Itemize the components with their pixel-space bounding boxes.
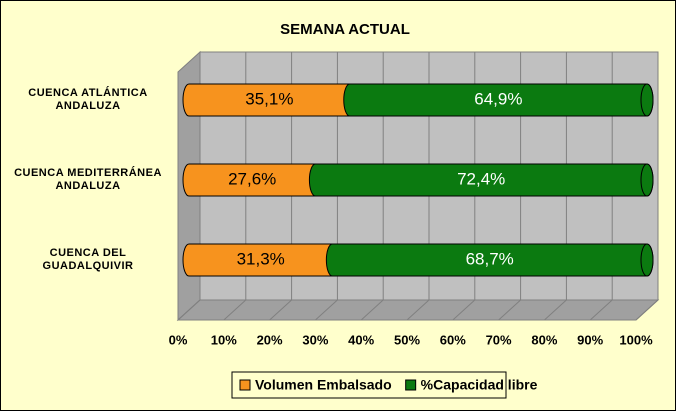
bar-cap <box>640 243 654 277</box>
grid-line <box>177 299 201 321</box>
x-tick-label: 30% <box>302 332 328 347</box>
legend-swatch <box>239 379 251 391</box>
y-tick-label: CUENCA ATLÁNTICA ANDALUZA <box>28 87 148 112</box>
chart-title: SEMANA ACTUAL <box>280 21 410 38</box>
data-label: 31,3% <box>237 249 285 268</box>
legend-swatch <box>405 379 417 391</box>
legend <box>231 371 507 399</box>
grid-line <box>360 299 384 321</box>
x-tick-label: 100% <box>619 332 653 347</box>
data-label: 72,4% <box>457 169 505 188</box>
grid-line <box>452 299 476 321</box>
x-tick-label: 40% <box>348 332 374 347</box>
bar-cap <box>640 83 654 117</box>
grid-line <box>315 299 338 321</box>
bar-cap <box>640 163 654 197</box>
x-tick-label: 90% <box>577 332 603 347</box>
x-tick-label: 0% <box>169 332 188 347</box>
x-tick-label: 60% <box>440 332 466 347</box>
data-label: 27,6% <box>228 169 276 188</box>
x-tick-label: 50% <box>394 332 420 347</box>
y-tick-label: CUENCA MEDITERRÁNEA ANDALUZA <box>14 167 162 192</box>
data-label: 35,1% <box>245 89 293 108</box>
grid-line <box>635 299 659 321</box>
x-tick-label: 20% <box>257 332 283 347</box>
x-tick-label: 10% <box>211 332 237 347</box>
grid-line <box>223 299 247 321</box>
grid-line <box>589 299 613 321</box>
data-label: 68,7% <box>466 249 514 268</box>
x-tick-label: 70% <box>486 332 512 347</box>
x-tick-label: 80% <box>531 332 557 347</box>
grid-line <box>269 299 292 321</box>
grid-line <box>544 299 567 321</box>
y-tick-label: CUENCA DEL GUADALQUIVIR <box>42 247 134 272</box>
data-label: 64,9% <box>474 89 522 108</box>
grid-line <box>406 299 430 321</box>
legend-label: Volumen Embalsado <box>255 377 392 393</box>
grid-line <box>498 299 521 321</box>
legend-label: %Capacidad libre <box>421 377 538 393</box>
